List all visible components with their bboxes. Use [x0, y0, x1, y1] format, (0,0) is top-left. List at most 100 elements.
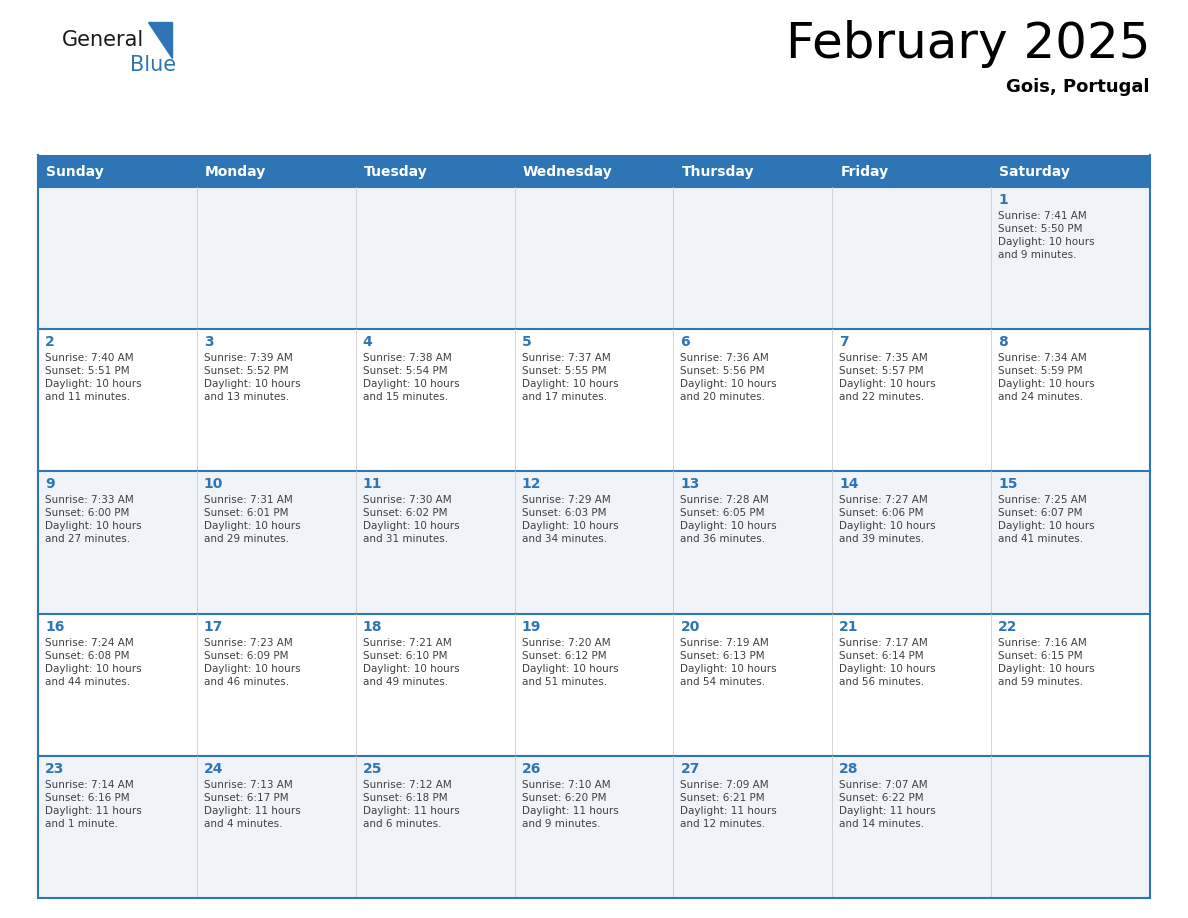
Text: and 13 minutes.: and 13 minutes. [204, 392, 289, 402]
Text: 25: 25 [362, 762, 383, 776]
Bar [991, 472, 1150, 613]
Text: Sunrise: 7:29 AM: Sunrise: 7:29 AM [522, 496, 611, 506]
Text: Sunrise: 7:19 AM: Sunrise: 7:19 AM [681, 638, 769, 647]
Text: Daylight: 11 hours: Daylight: 11 hours [839, 806, 936, 816]
Text: 23: 23 [45, 762, 64, 776]
Bar [38, 472, 197, 613]
Text: Sunset: 6:06 PM: Sunset: 6:06 PM [839, 509, 924, 519]
Text: Gois, Portugal: Gois, Portugal [1006, 78, 1150, 96]
Text: Sunrise: 7:41 AM: Sunrise: 7:41 AM [998, 211, 1087, 221]
Text: Daylight: 10 hours: Daylight: 10 hours [998, 379, 1095, 389]
Bar [355, 155, 514, 187]
Text: 17: 17 [204, 620, 223, 633]
Text: February 2025: February 2025 [785, 20, 1150, 68]
Bar [197, 472, 355, 613]
Bar [38, 155, 197, 187]
Bar [674, 613, 833, 756]
Text: Sunset: 6:18 PM: Sunset: 6:18 PM [362, 793, 448, 803]
Bar [38, 330, 197, 472]
Bar [674, 187, 833, 330]
Bar [38, 756, 197, 898]
Text: Daylight: 10 hours: Daylight: 10 hours [998, 664, 1095, 674]
Bar [833, 472, 991, 613]
Text: 7: 7 [839, 335, 849, 349]
Text: Daylight: 10 hours: Daylight: 10 hours [998, 237, 1095, 247]
Text: Daylight: 10 hours: Daylight: 10 hours [681, 379, 777, 389]
Text: Sunrise: 7:14 AM: Sunrise: 7:14 AM [45, 779, 134, 789]
Bar [991, 756, 1150, 898]
Text: Daylight: 10 hours: Daylight: 10 hours [204, 521, 301, 532]
Bar [991, 330, 1150, 472]
Text: Sunrise: 7:09 AM: Sunrise: 7:09 AM [681, 779, 769, 789]
Polygon shape [148, 22, 172, 58]
Bar [197, 756, 355, 898]
Text: Sunset: 6:10 PM: Sunset: 6:10 PM [362, 651, 447, 661]
Text: Sunrise: 7:36 AM: Sunrise: 7:36 AM [681, 353, 769, 364]
Text: 22: 22 [998, 620, 1018, 633]
Bar [514, 613, 674, 756]
Bar [514, 472, 674, 613]
Text: Sunset: 5:52 PM: Sunset: 5:52 PM [204, 366, 289, 376]
Bar [833, 187, 991, 330]
Bar [833, 330, 991, 472]
Text: Sunrise: 7:13 AM: Sunrise: 7:13 AM [204, 779, 292, 789]
Text: Daylight: 10 hours: Daylight: 10 hours [522, 521, 618, 532]
Text: Sunset: 6:00 PM: Sunset: 6:00 PM [45, 509, 129, 519]
Text: Sunrise: 7:33 AM: Sunrise: 7:33 AM [45, 496, 134, 506]
Text: and 15 minutes.: and 15 minutes. [362, 392, 448, 402]
Text: Daylight: 10 hours: Daylight: 10 hours [45, 664, 141, 674]
Text: and 1 minute.: and 1 minute. [45, 819, 118, 829]
Text: 11: 11 [362, 477, 383, 491]
Text: Tuesday: Tuesday [364, 165, 428, 179]
Text: Sunset: 6:09 PM: Sunset: 6:09 PM [204, 651, 289, 661]
Text: Sunset: 5:57 PM: Sunset: 5:57 PM [839, 366, 924, 376]
Text: Sunset: 6:08 PM: Sunset: 6:08 PM [45, 651, 129, 661]
Bar [833, 613, 991, 756]
Text: 20: 20 [681, 620, 700, 633]
Text: Daylight: 10 hours: Daylight: 10 hours [522, 379, 618, 389]
Text: Sunset: 6:15 PM: Sunset: 6:15 PM [998, 651, 1082, 661]
Bar [197, 187, 355, 330]
Text: and 34 minutes.: and 34 minutes. [522, 534, 607, 544]
Text: and 17 minutes.: and 17 minutes. [522, 392, 607, 402]
Text: 13: 13 [681, 477, 700, 491]
Text: and 20 minutes.: and 20 minutes. [681, 392, 765, 402]
Text: Sunset: 6:01 PM: Sunset: 6:01 PM [204, 509, 289, 519]
Text: Sunrise: 7:38 AM: Sunrise: 7:38 AM [362, 353, 451, 364]
Bar [674, 155, 833, 187]
Text: and 9 minutes.: and 9 minutes. [522, 819, 600, 829]
Text: General: General [62, 30, 144, 50]
Bar [514, 330, 674, 472]
Text: Blue: Blue [129, 55, 176, 75]
Text: and 56 minutes.: and 56 minutes. [839, 677, 924, 687]
Text: and 4 minutes.: and 4 minutes. [204, 819, 283, 829]
Bar [991, 613, 1150, 756]
Text: Daylight: 10 hours: Daylight: 10 hours [681, 521, 777, 532]
Text: Sunrise: 7:28 AM: Sunrise: 7:28 AM [681, 496, 769, 506]
Text: and 12 minutes.: and 12 minutes. [681, 819, 765, 829]
Text: 6: 6 [681, 335, 690, 349]
Text: Daylight: 10 hours: Daylight: 10 hours [362, 664, 460, 674]
Text: Sunrise: 7:35 AM: Sunrise: 7:35 AM [839, 353, 928, 364]
Text: and 41 minutes.: and 41 minutes. [998, 534, 1083, 544]
Text: and 39 minutes.: and 39 minutes. [839, 534, 924, 544]
Bar [355, 187, 514, 330]
Text: Sunrise: 7:24 AM: Sunrise: 7:24 AM [45, 638, 134, 647]
Text: and 27 minutes.: and 27 minutes. [45, 534, 131, 544]
Text: 10: 10 [204, 477, 223, 491]
Text: and 9 minutes.: and 9 minutes. [998, 250, 1076, 260]
Text: Daylight: 11 hours: Daylight: 11 hours [522, 806, 618, 816]
Text: Sunrise: 7:37 AM: Sunrise: 7:37 AM [522, 353, 611, 364]
Text: Sunrise: 7:31 AM: Sunrise: 7:31 AM [204, 496, 292, 506]
Text: and 51 minutes.: and 51 minutes. [522, 677, 607, 687]
Text: Thursday: Thursday [682, 165, 754, 179]
Text: Daylight: 10 hours: Daylight: 10 hours [522, 664, 618, 674]
Text: Sunrise: 7:17 AM: Sunrise: 7:17 AM [839, 638, 928, 647]
Text: 3: 3 [204, 335, 214, 349]
Bar [38, 613, 197, 756]
Text: 2: 2 [45, 335, 55, 349]
Text: Daylight: 11 hours: Daylight: 11 hours [681, 806, 777, 816]
Text: Sunrise: 7:07 AM: Sunrise: 7:07 AM [839, 779, 928, 789]
Bar [197, 613, 355, 756]
Text: Daylight: 11 hours: Daylight: 11 hours [45, 806, 141, 816]
